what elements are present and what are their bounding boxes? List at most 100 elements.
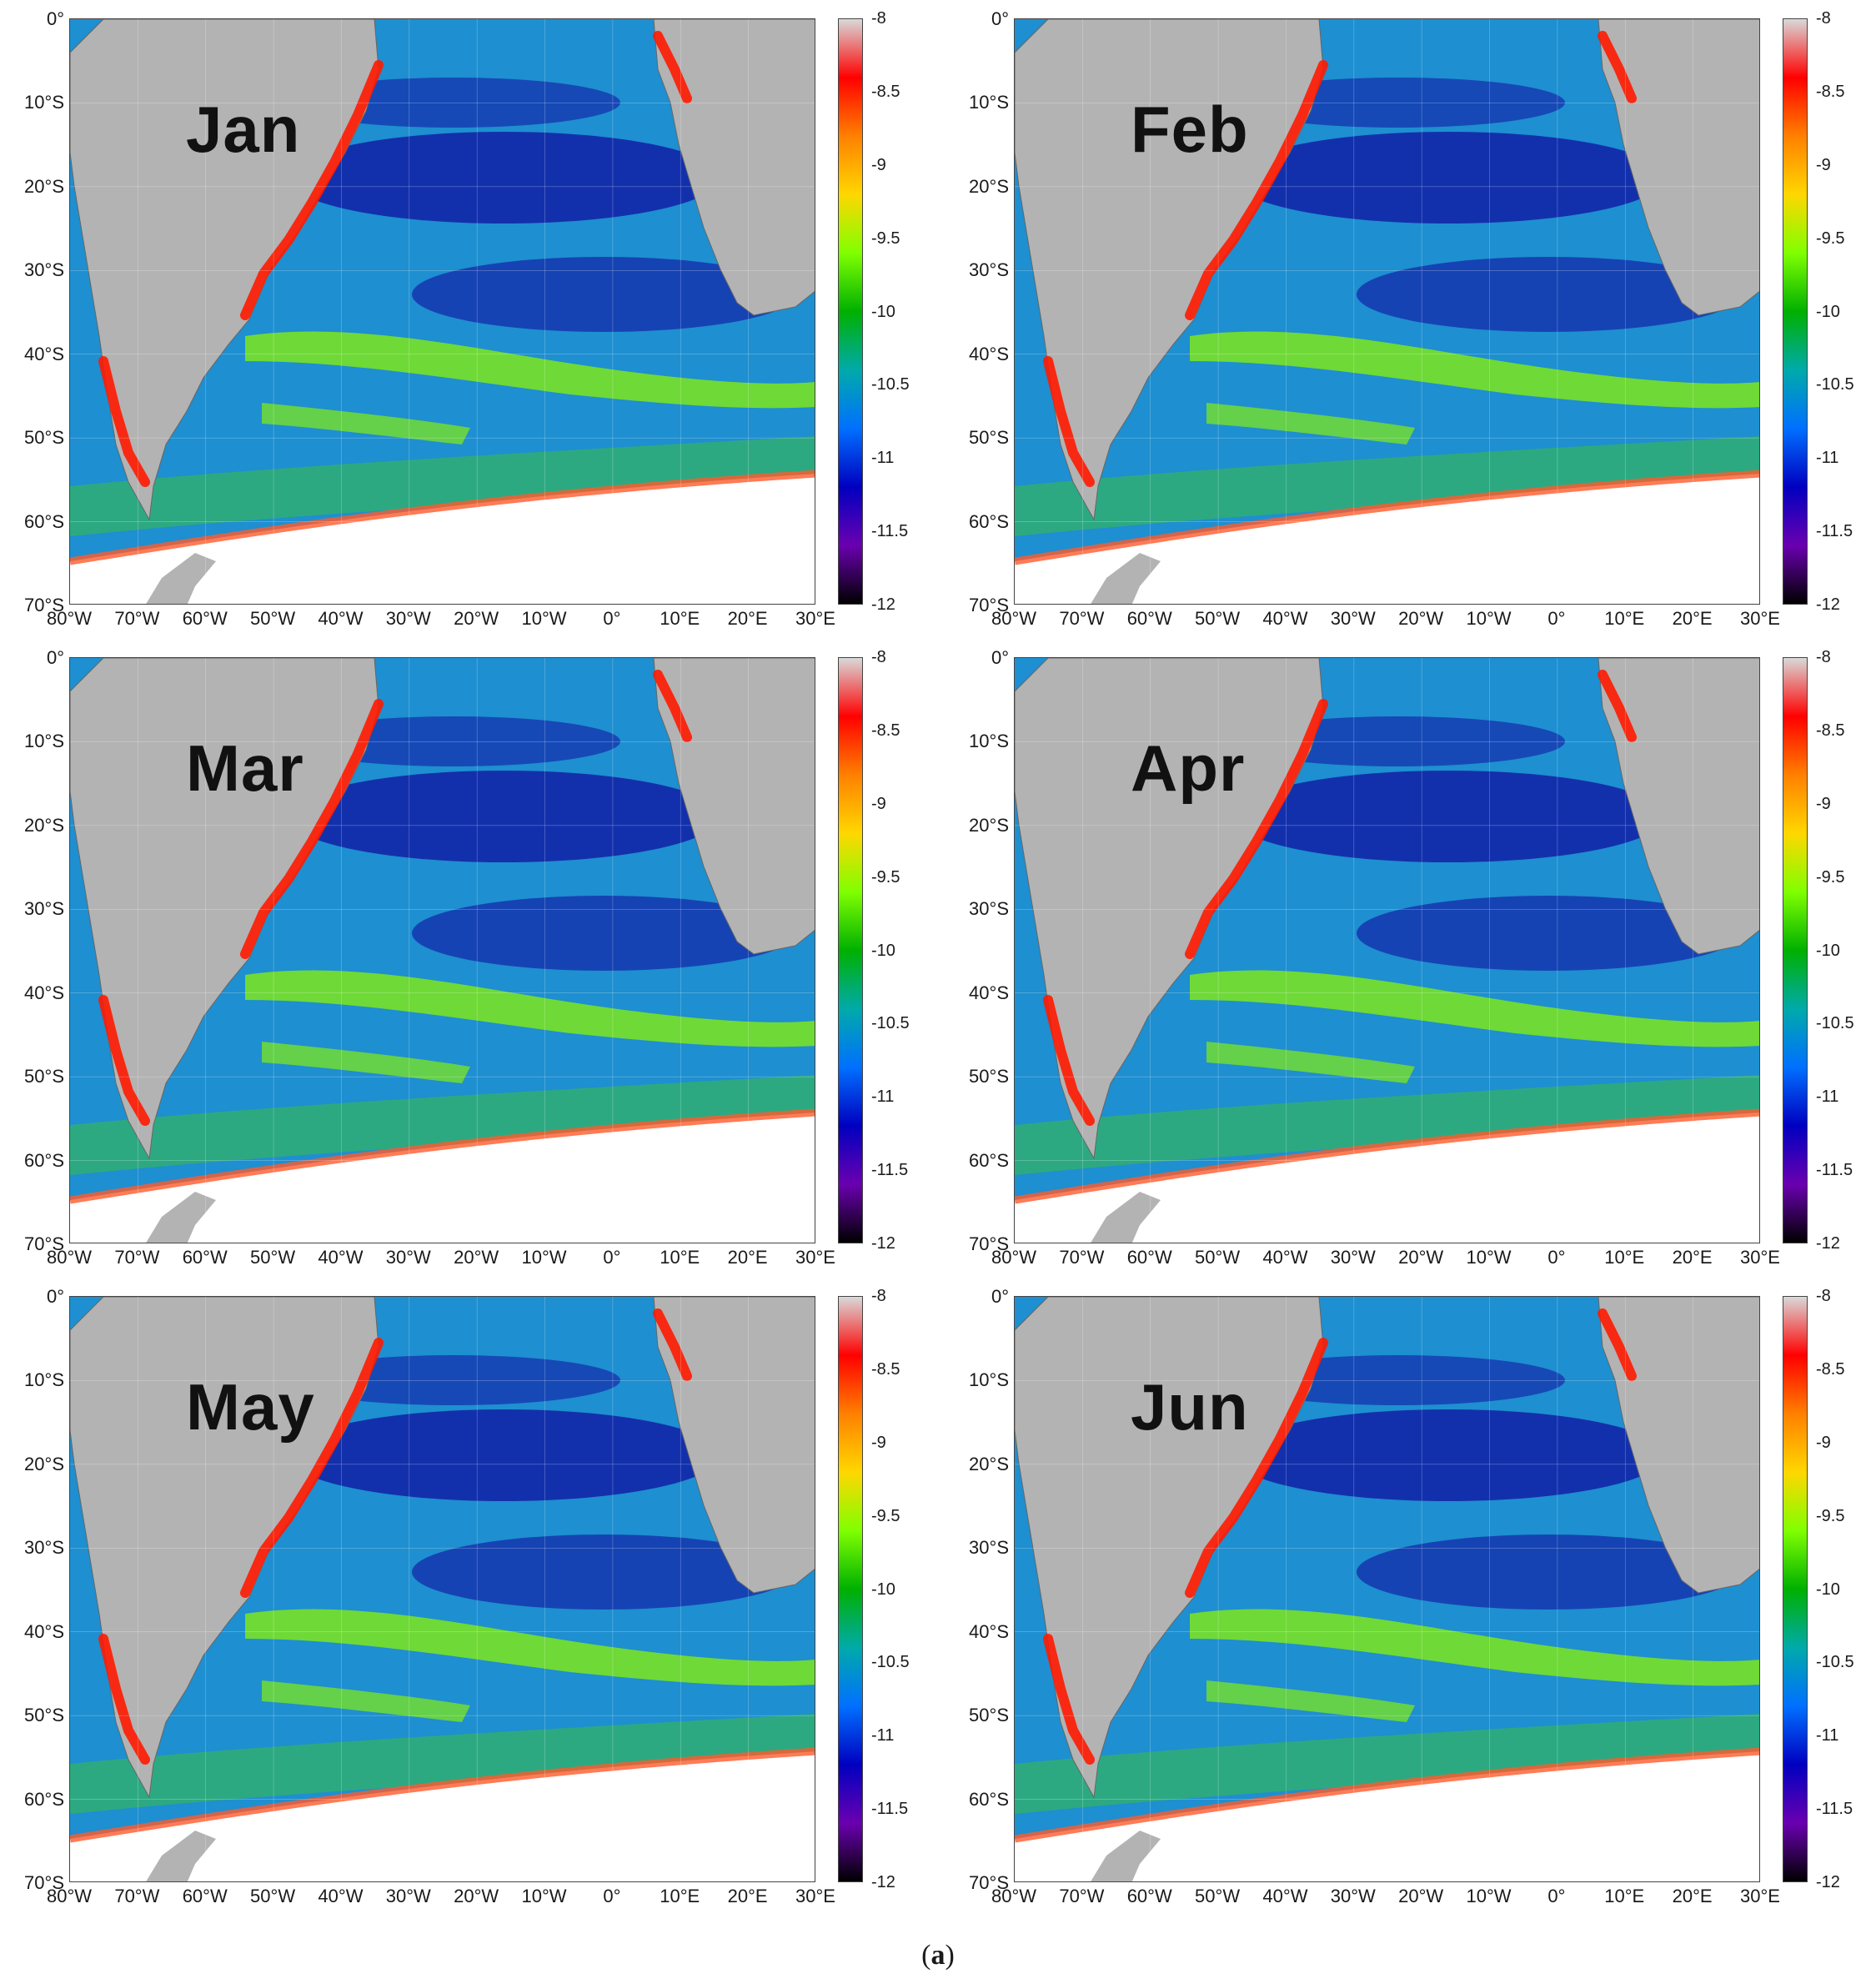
latitude-tick-label: 0° (991, 647, 1009, 668)
colorbar-tick-label: -10.5 (1816, 1653, 1854, 1672)
colorbar-tick-label: -9 (871, 1433, 886, 1452)
longitude-tick-label: 20°E (727, 608, 768, 629)
colorbar-tick-label: -8 (871, 1287, 886, 1305)
current-band (1015, 436, 1759, 536)
colorbar-tick-label: -9.5 (1816, 867, 1845, 887)
current-band (262, 403, 470, 445)
colorbar-tick-label: -8.5 (871, 721, 900, 740)
colorbar-tick-label: -12 (871, 595, 895, 614)
latitude-tick-label: 50°S (969, 427, 1009, 449)
longitude-tick-label: 10°E (660, 608, 700, 629)
longitude-tick-label: 60°W (182, 1886, 228, 1906)
latitude-tick-label: 10°S (24, 731, 64, 752)
current-band (245, 331, 815, 409)
colorbar (1783, 18, 1808, 605)
coastal-high-strip (240, 1338, 384, 1598)
colorbar-tick-label: -8 (1816, 648, 1831, 666)
latitude-tick-label: 10°S (969, 731, 1009, 752)
longitude-tick-label: 70°W (1059, 1886, 1105, 1906)
colorbar-tick-label: -9.5 (1816, 1506, 1845, 1525)
longitude-tick-label: 20°W (1398, 1886, 1444, 1906)
colorbar-tick-label: -8 (1816, 1287, 1831, 1305)
coastal-high-strip (653, 31, 692, 103)
gyre-low-band (1357, 257, 1740, 332)
colorbar-tick-label: -10.5 (871, 1653, 910, 1672)
current-band (245, 970, 815, 1047)
latitude-tick-label: 10°S (24, 92, 64, 113)
colorbar (838, 18, 863, 605)
colorbar-tick-label: -11.5 (871, 1161, 909, 1180)
current-band (245, 1609, 815, 1686)
colorbar-tick-label: -11.5 (1816, 1800, 1853, 1819)
land-south-america (70, 19, 379, 521)
month-label: Apr (1131, 731, 1246, 805)
ice-edge (1015, 470, 1759, 565)
latitude-tick-label: 40°S (969, 343, 1009, 364)
coastal-high-strip (1598, 31, 1637, 103)
longitude-tick-label: 80°W (991, 1886, 1037, 1906)
longitude-tick-label: 60°W (182, 1247, 228, 1268)
map-area (69, 657, 815, 1243)
colorbar-tick-label: -10.5 (1816, 1014, 1854, 1033)
colorbar-tick-label: -10.5 (871, 375, 910, 394)
colorbar-tick-label: -9 (1816, 155, 1831, 174)
colorbar-tick-label: -9.5 (1816, 229, 1845, 248)
colorbar-tick-label: -8.5 (871, 1359, 900, 1379)
coastal-high-strip (1598, 670, 1637, 742)
current-band (1015, 1075, 1759, 1175)
longitude-tick-label: 0° (1547, 1886, 1566, 1906)
longitude-tick-label: 70°W (114, 1247, 160, 1268)
map-area (69, 18, 815, 605)
colorbar-tick-label: -10 (1816, 941, 1840, 960)
land-africa (653, 658, 815, 955)
figure-caption: (a) (921, 1940, 955, 1971)
colorbar-tick-label: -9 (1816, 1433, 1831, 1452)
colorbar-tick-label: -8 (871, 648, 886, 666)
longitude-tick-label: 20°W (454, 1247, 499, 1268)
longitude-tick-label: 70°W (1059, 608, 1105, 629)
colorbar-tick-label: -8.5 (1816, 82, 1845, 101)
colorbar-tick-label: -11 (871, 1726, 895, 1745)
ice-edge (70, 1108, 815, 1204)
sea-ice-region (1015, 474, 1759, 604)
longitude-tick-label: 40°W (1262, 1247, 1308, 1268)
latitude-tick-label: 60°S (24, 1788, 64, 1810)
latitude-tick-label: 40°S (24, 343, 64, 364)
coastal-high-strip (1185, 60, 1328, 320)
colorbar-tick-label: -9 (871, 794, 886, 813)
land-africa (1598, 658, 1759, 955)
longitude-tick-label: 80°W (991, 608, 1037, 629)
colorbar-tick-label: -10 (871, 941, 895, 960)
longitude-tick-label: 0° (603, 1247, 621, 1268)
gyre-low-band (412, 1534, 795, 1610)
colorbar-tick-label: -9.5 (871, 229, 900, 248)
map-area (69, 1296, 815, 1882)
colorbar-tick-label: -12 (871, 1873, 895, 1891)
month-label: Feb (1131, 93, 1249, 166)
map-area (1014, 657, 1760, 1243)
latitude-tick-label: 70°S (24, 1872, 64, 1893)
latitude-tick-label: 50°S (969, 1705, 1009, 1726)
longitude-tick-label: 40°W (318, 1247, 364, 1268)
latitude-tick-label: 40°S (24, 1620, 64, 1642)
longitude-tick-label: 0° (1547, 608, 1566, 629)
coastal-high-strip (240, 60, 384, 320)
latitude-tick-label: 20°S (24, 175, 64, 197)
gyre-low-band (1357, 896, 1740, 971)
longitude-tick-label: 30°E (1740, 1247, 1780, 1268)
longitude-tick-label: 0° (603, 1886, 621, 1906)
latitude-tick-label: 30°S (969, 898, 1009, 920)
longitude-tick-label: 30°E (1740, 1886, 1780, 1906)
colorbar-tick-label: -10 (1816, 1580, 1840, 1599)
land-antarctica (1091, 1192, 1161, 1243)
longitude-tick-label: 40°W (318, 1886, 364, 1906)
longitude-tick-label: 10°E (1604, 1886, 1645, 1906)
current-band (1206, 1042, 1415, 1083)
longitude-tick-label: 30°W (1330, 1886, 1376, 1906)
longitude-tick-label: 80°W (46, 608, 93, 629)
current-band (70, 1714, 815, 1814)
longitude-tick-label: 80°W (991, 1247, 1037, 1268)
coastal-high-strip (240, 699, 384, 959)
latitude-tick-label: 30°S (969, 1537, 1009, 1559)
longitude-tick-label: 60°W (1126, 1247, 1172, 1268)
